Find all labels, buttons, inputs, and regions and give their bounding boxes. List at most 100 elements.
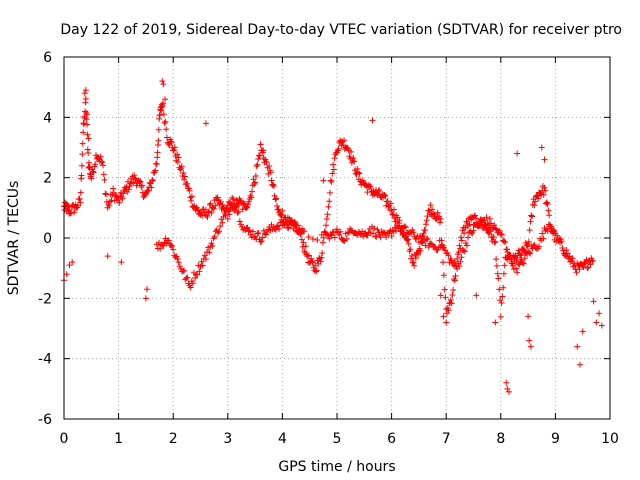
- data-point: [558, 238, 565, 245]
- data-point: [447, 296, 454, 303]
- data-point: [470, 227, 477, 234]
- data-point: [192, 275, 199, 282]
- data-point: [526, 337, 533, 344]
- data-point: [574, 343, 581, 350]
- data-point: [326, 235, 333, 242]
- data-point: [458, 254, 465, 261]
- data-point: [323, 215, 330, 222]
- data-point: [318, 231, 325, 238]
- data-point: [457, 258, 464, 265]
- data-point: [427, 202, 434, 209]
- data-point: [564, 250, 571, 257]
- data-point: [79, 151, 86, 158]
- data-point: [248, 188, 255, 195]
- data-point: [162, 96, 169, 103]
- data-point: [279, 222, 286, 229]
- data-point: [224, 215, 231, 222]
- data-point: [460, 247, 467, 254]
- data-point: [409, 259, 416, 266]
- data-point: [540, 191, 547, 198]
- data-point: [126, 183, 133, 190]
- data-point: [284, 214, 291, 221]
- x-tick-label: 9: [551, 431, 560, 447]
- data-point: [267, 169, 274, 176]
- data-point: [541, 156, 548, 163]
- data-point: [448, 300, 455, 307]
- data-point: [78, 172, 85, 179]
- data-point: [501, 238, 508, 245]
- y-tick-label: -6: [38, 412, 52, 428]
- data-point: [244, 204, 251, 211]
- data-point: [493, 262, 500, 269]
- data-point: [223, 205, 230, 212]
- data-point: [527, 343, 534, 350]
- data-point: [181, 173, 188, 180]
- data-point: [85, 150, 92, 157]
- data-point: [101, 176, 108, 183]
- data-point: [337, 228, 344, 235]
- data-point: [207, 200, 214, 207]
- data-point: [159, 103, 166, 110]
- data-point: [422, 221, 429, 228]
- axis-ticks: [63, 56, 611, 420]
- data-point: [208, 209, 215, 216]
- data-point: [69, 259, 76, 266]
- data-point: [497, 313, 504, 320]
- data-point: [116, 199, 123, 206]
- data-point: [209, 242, 216, 249]
- data-point: [456, 242, 463, 249]
- data-point: [437, 292, 444, 299]
- data-point: [437, 215, 444, 222]
- data-point: [587, 261, 594, 268]
- data-point: [290, 225, 297, 232]
- data-point: [186, 187, 193, 194]
- data-point: [451, 277, 458, 284]
- data-point: [404, 236, 411, 243]
- data-point: [89, 168, 96, 175]
- data-point: [162, 118, 169, 125]
- data-point: [252, 179, 259, 186]
- data-point: [458, 237, 465, 244]
- data-point: [312, 262, 319, 269]
- data-point: [341, 137, 348, 144]
- data-point: [535, 195, 542, 202]
- x-tick-label: 8: [496, 431, 505, 447]
- data-point: [100, 171, 107, 178]
- data-point: [443, 310, 450, 317]
- data-point: [422, 227, 429, 234]
- data-point: [231, 200, 238, 207]
- data-point: [440, 259, 447, 266]
- data-point: [247, 192, 254, 199]
- data-point: [160, 242, 167, 249]
- data-point: [268, 177, 275, 184]
- data-point: [163, 134, 170, 141]
- data-point: [177, 166, 184, 173]
- data-point: [551, 228, 558, 235]
- data-point: [375, 229, 382, 236]
- data-point: [325, 203, 332, 210]
- data-point: [165, 237, 172, 244]
- data-point: [520, 260, 527, 267]
- x-tick-label: 6: [387, 431, 396, 447]
- data-point: [324, 211, 331, 218]
- chart-title: Day 122 of 2019, Sidereal Day-to-day VTE…: [60, 22, 622, 38]
- data-point: [305, 252, 312, 259]
- data-point: [559, 244, 566, 251]
- data-point: [431, 211, 438, 218]
- data-point: [273, 202, 280, 209]
- data-point: [499, 293, 506, 300]
- data-point: [119, 195, 126, 202]
- data-point: [80, 129, 87, 136]
- data-point: [472, 212, 479, 219]
- data-point: [424, 235, 431, 242]
- data-point: [410, 229, 417, 236]
- data-point: [377, 234, 384, 241]
- data-point: [367, 183, 374, 190]
- data-point: [450, 286, 457, 293]
- data-point: [396, 220, 403, 227]
- data-point: [249, 228, 256, 235]
- data-point: [487, 220, 494, 227]
- data-point: [184, 274, 191, 281]
- data-point: [243, 204, 250, 211]
- data-point: [153, 161, 160, 168]
